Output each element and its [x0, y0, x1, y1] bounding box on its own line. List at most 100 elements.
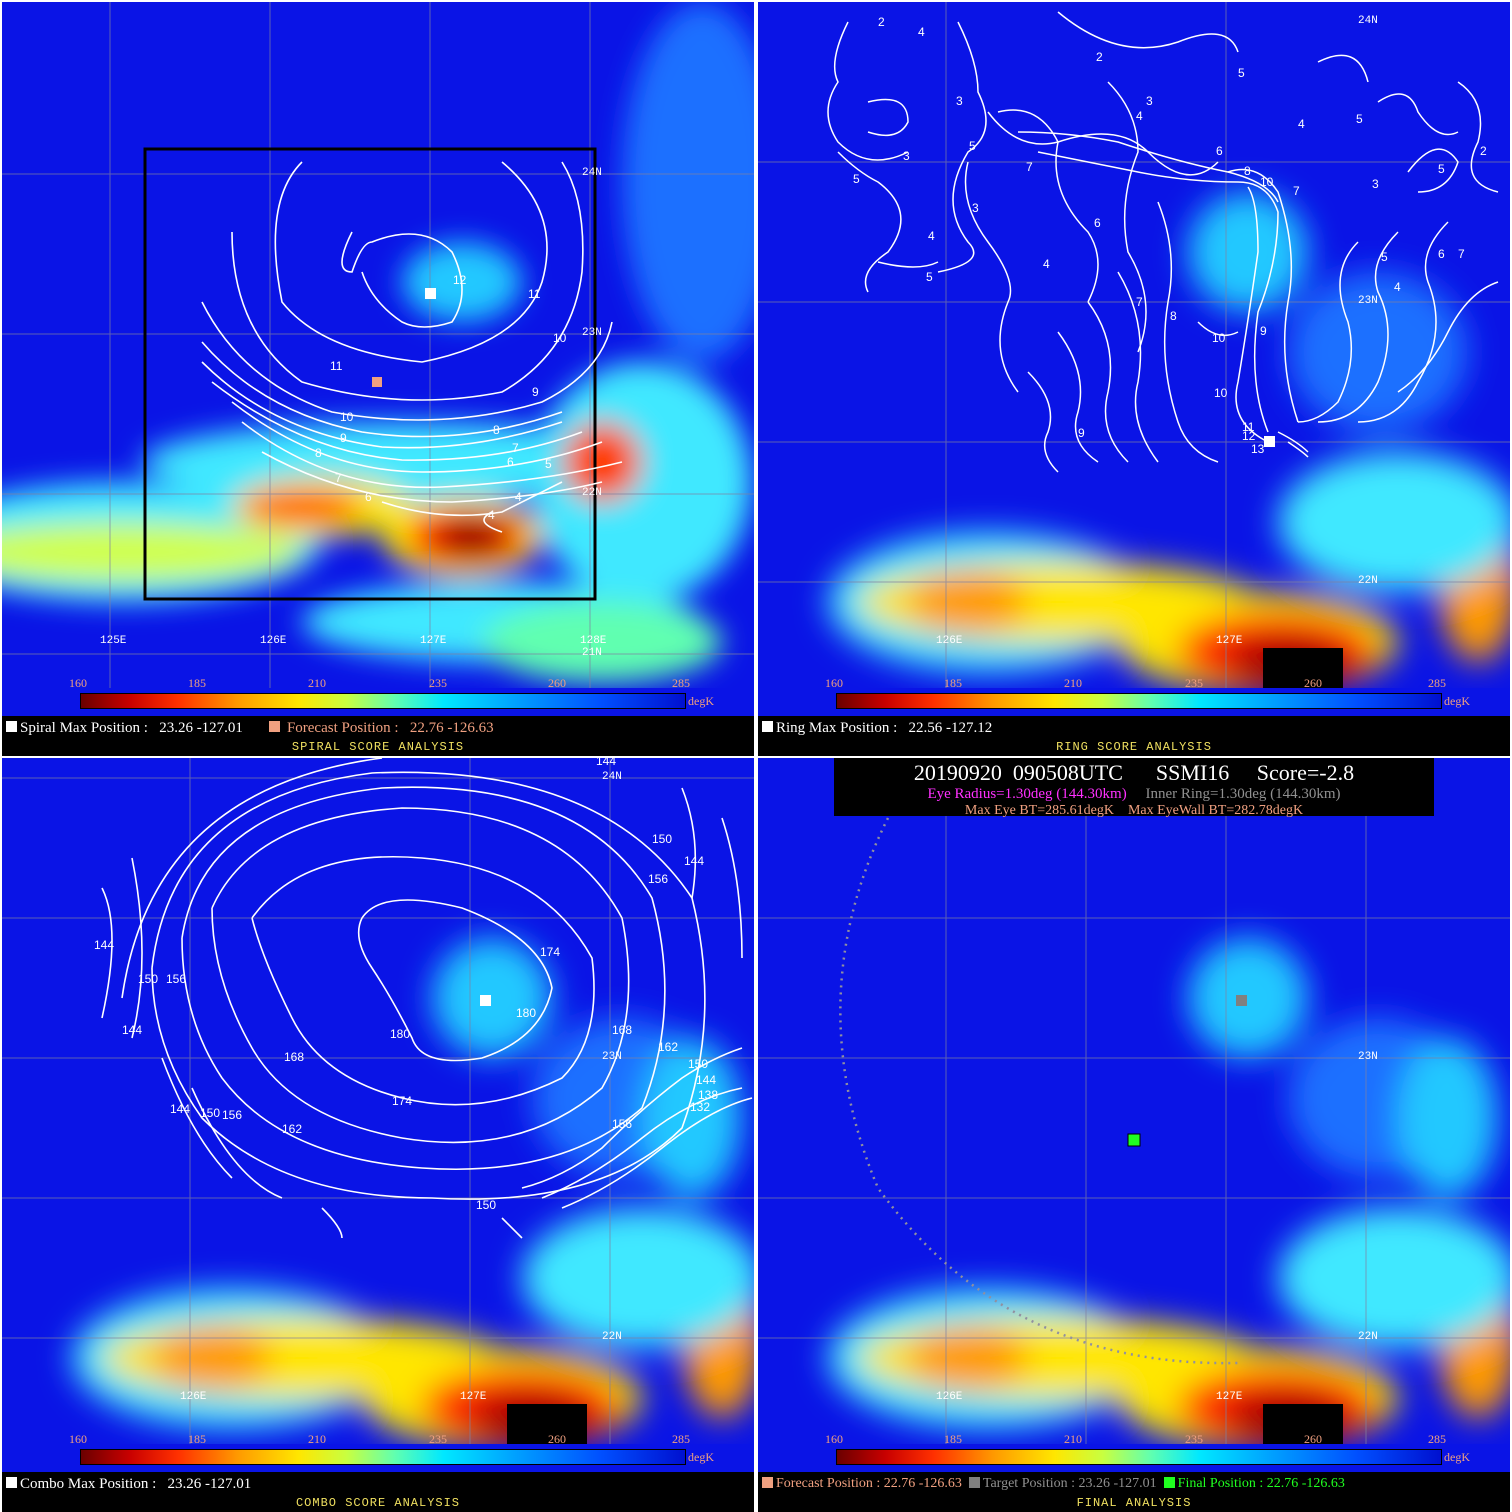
contour-label: 3	[903, 149, 910, 163]
contour-label: 144	[122, 1023, 143, 1037]
lat-label: 22N	[1358, 1331, 1378, 1343]
contour-label: 180	[390, 1027, 411, 1041]
lat-label: 24N	[602, 771, 622, 783]
contour-label: 9	[532, 385, 539, 399]
ring-info-bar: Ring Max Position : 22.56 -127.12 RING S…	[758, 716, 1510, 756]
contour-label: 6	[1216, 144, 1223, 158]
colorbar-tick: 285	[672, 676, 690, 690]
ring-position-line: Ring Max Position : 22.56 -127.12	[762, 720, 992, 737]
combo-panel: 24N 23N 22N 126E 127E 144 150 156 144 17…	[2, 758, 754, 1512]
contour-label: 156	[166, 972, 187, 986]
contour-label: 10	[553, 331, 567, 345]
ring-panel: 24N 23N 22N 126E 127E 2 4 2 3 3 4 5 5 5 …	[758, 2, 1510, 756]
max-eye-bt: Max Eye BT=285.61degK	[964, 803, 1114, 818]
colorbar-tick: 210	[1064, 676, 1082, 690]
contour-label: 150	[138, 972, 159, 986]
combo-position-line: Combo Max Position : 23.26 -127.01	[6, 1476, 251, 1493]
colorbar-tick: 185	[944, 1432, 962, 1446]
ring-max-value: 22.56 -127.12	[908, 720, 993, 736]
contour-label: 11	[528, 287, 541, 301]
forecast-square-icon	[762, 1477, 773, 1488]
contour-label: 2	[878, 15, 885, 29]
header-time: 090508UTC	[1012, 760, 1123, 785]
colorbar-gradient	[836, 693, 1442, 709]
contour-label: 150	[200, 1106, 221, 1120]
colorbar-unit: degK	[1444, 694, 1470, 708]
contour-label: 5	[969, 139, 976, 153]
contour-label: 4	[488, 508, 495, 522]
forecast-position: Forecast Position : 22.76 -126.63	[776, 1476, 962, 1491]
final-title: FINAL ANALYSIS	[1076, 1496, 1192, 1510]
header-score: Score=-2.8	[1256, 760, 1355, 785]
lat-label: 24N	[582, 167, 602, 179]
spiral-max-label: Spiral Max Position :	[20, 720, 148, 736]
contour-label: 4	[515, 490, 522, 504]
contour-label: 8	[315, 446, 322, 460]
spiral-panel: 24N 23N 22N 21N 125E 126E 127E 128E 12 1…	[2, 2, 754, 756]
lat-label: 21N	[582, 647, 602, 659]
colorbar-tick: 235	[429, 1432, 447, 1446]
combo-info-bar: Combo Max Position : 23.26 -127.01 COMBO…	[2, 1472, 754, 1512]
colorbar-gradient	[80, 1449, 686, 1465]
colorbar-tick: 210	[1064, 1432, 1082, 1446]
contour-label: 156	[648, 872, 669, 886]
forecast-label: Forecast Position :	[286, 720, 399, 736]
forecast-square-icon	[269, 721, 281, 732]
contour-label: 174	[540, 945, 561, 959]
ring-title: RING SCORE ANALYSIS	[1056, 740, 1212, 754]
contour-label: 3	[972, 201, 979, 215]
colorbar-tick: 160	[69, 1432, 87, 1446]
contour-label: 150	[652, 832, 673, 846]
colorbar-tick: 285	[672, 1432, 690, 1446]
contour-label: 8	[493, 423, 500, 437]
contour-label: 6	[1094, 216, 1101, 230]
header-sensor: SSMI16	[1155, 760, 1230, 785]
header-radius-line: Eye Radius=1.30deg (144.30km) Inner Ring…	[834, 786, 1434, 803]
contour-label: 132	[690, 1100, 711, 1114]
contour-label: 168	[612, 1023, 633, 1037]
white-square-icon	[762, 721, 773, 732]
contour-label: 144	[684, 854, 705, 868]
contour-label: 5	[853, 172, 860, 186]
colorbar-tick: 160	[825, 676, 843, 690]
combo-map: 24N 23N 22N 126E 127E 144 150 156 144 17…	[2, 758, 754, 1444]
contour-label: 150	[688, 1057, 709, 1071]
contour-label: 3	[1372, 177, 1379, 191]
contour-label: 150	[476, 1198, 497, 1212]
colorbar-tick: 185	[944, 676, 962, 690]
contour-label: 8	[1170, 309, 1177, 323]
spiral-info-bar: Spiral Max Position : 23.26 -127.01 Fore…	[2, 716, 754, 756]
inner-ring: Inner Ring=1.30deg (144.30km)	[1145, 786, 1341, 802]
lon-label: 127E	[1216, 1391, 1243, 1403]
contour-label: 7	[1293, 184, 1300, 198]
contour-label: 144	[696, 1073, 717, 1087]
forecast-value: 22.76 -126.63	[409, 720, 494, 736]
header-date: 20190920	[913, 760, 1002, 785]
contour-label: 5	[1356, 112, 1363, 126]
combo-max-label: Combo Max Position :	[20, 1476, 157, 1492]
colorbar-tick: 210	[308, 1432, 326, 1446]
contour-label: 180	[516, 1006, 537, 1020]
lon-label: 127E	[460, 1391, 487, 1403]
contour-label: 162	[282, 1122, 303, 1136]
eye-radius: Eye Radius=1.30deg (144.30km)	[927, 786, 1127, 802]
colorbar-unit: degK	[688, 694, 714, 708]
max-eyewall-bt: Max EyeWall BT=282.78degK	[1127, 803, 1304, 818]
colorbar-tick: 235	[1185, 676, 1203, 690]
contour-label: 10	[1260, 175, 1274, 189]
contour-label: 4	[1298, 117, 1305, 131]
contour-label: 9	[340, 431, 347, 445]
lat-label: 22N	[602, 1331, 622, 1343]
contour-label: 144	[596, 758, 617, 768]
white-square-icon	[6, 721, 17, 732]
colorbar-tick: 260	[548, 1432, 566, 1446]
colorbar-tick: 235	[429, 676, 447, 690]
contour-label: 4	[918, 25, 925, 39]
colorbar-tick: 260	[1304, 676, 1322, 690]
colorbar-tick: 285	[1428, 1432, 1446, 1446]
lat-label: 22N	[1358, 575, 1378, 587]
lon-label: 127E	[420, 635, 447, 647]
combo-title: COMBO SCORE ANALYSIS	[295, 1496, 461, 1510]
contour-label: 10	[1212, 331, 1226, 345]
contour-label: 6	[365, 490, 372, 504]
